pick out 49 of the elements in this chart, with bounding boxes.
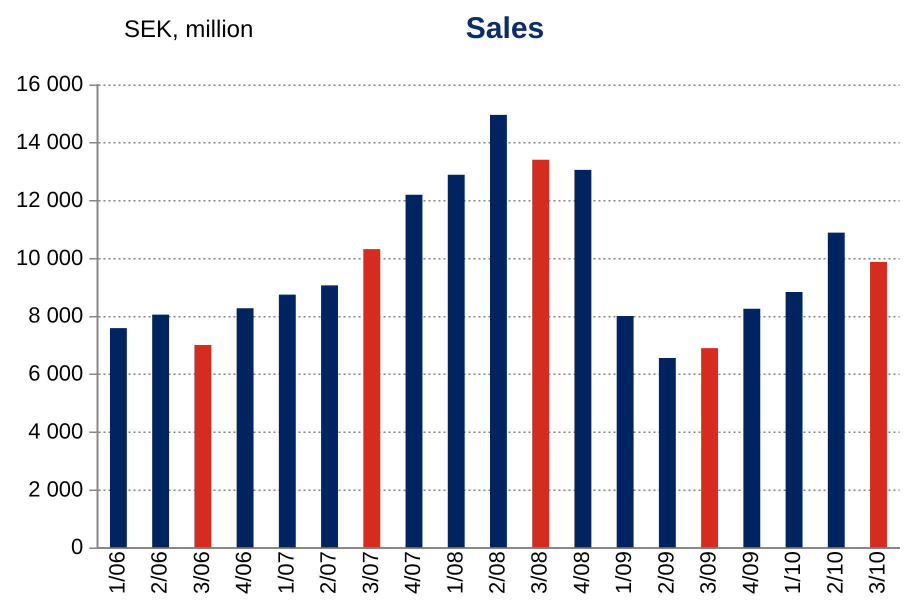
y-tick-label: 10 000 (16, 244, 84, 270)
bar (828, 232, 845, 548)
y-tick-label: 2 000 (28, 476, 84, 502)
y-tick-label: 4 000 (28, 418, 84, 444)
x-tick-label: 2/08 (484, 551, 510, 594)
x-tick-label: 3/09 (696, 551, 721, 594)
y-tick-label: 8 000 (28, 302, 84, 328)
x-tick-label: 1/10 (780, 551, 806, 594)
bar (363, 249, 380, 548)
bar (658, 358, 676, 548)
bar (490, 114, 507, 548)
bar (321, 285, 338, 548)
bar (194, 344, 212, 548)
x-tick-label: 2/06 (146, 551, 172, 594)
y-tick-label: 16 000 (16, 71, 84, 96)
bar (532, 160, 550, 548)
bar (152, 314, 170, 548)
bar (448, 174, 465, 548)
bar (870, 262, 887, 548)
y-tick-label: 12 000 (16, 186, 84, 212)
x-tick-label: 3/07 (358, 551, 383, 594)
bar (236, 308, 254, 548)
y-tick-label: 0 (71, 534, 84, 560)
x-tick-label: 2/09 (653, 551, 678, 594)
bar (701, 348, 718, 548)
x-tick-label: 4/09 (738, 551, 763, 594)
x-tick-label: 3/06 (188, 551, 214, 594)
x-tick-label: 4/07 (400, 551, 426, 594)
x-tick-label: 4/08 (568, 551, 594, 594)
y-tick-label: 6 000 (28, 360, 84, 386)
x-tick-label: 3/10 (864, 551, 890, 594)
x-tick-label: 3/08 (526, 551, 552, 594)
bar (574, 170, 592, 548)
y-axis-title: SEK, million (124, 16, 254, 44)
x-tick-label: 1/08 (442, 551, 468, 594)
x-tick-label: 1/07 (273, 551, 298, 594)
bar (743, 308, 760, 548)
x-tick-label: 2/07 (316, 551, 341, 594)
bar (278, 294, 296, 548)
x-tick-label: 1/09 (611, 551, 636, 594)
x-tick-label: 4/06 (231, 551, 256, 594)
chart-title: Sales (466, 12, 544, 45)
y-tick-label: 14 000 (16, 128, 84, 154)
bar (406, 194, 422, 548)
x-tick-label: 1/06 (104, 551, 130, 594)
bar (786, 292, 802, 548)
bar (616, 316, 634, 548)
x-tick-label: 2/10 (822, 551, 848, 594)
bar (110, 328, 127, 548)
